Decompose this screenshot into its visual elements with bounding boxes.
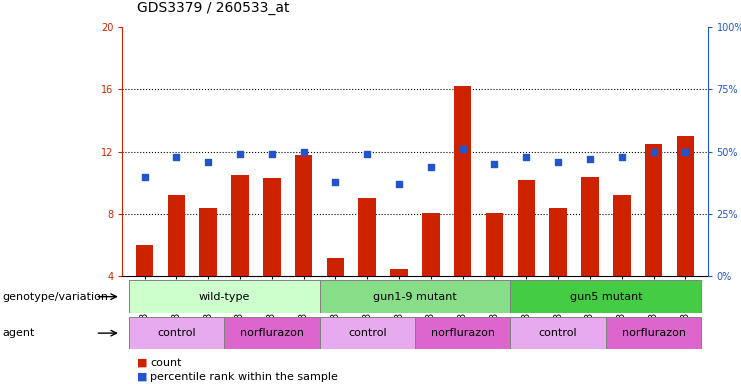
Text: agent: agent [2,328,35,338]
Point [139,174,150,180]
Text: percentile rank within the sample: percentile rank within the sample [150,372,339,382]
Bar [486,212,503,276]
Point [393,181,405,187]
Bar [415,317,511,349]
Point [330,179,342,185]
Bar [645,144,662,276]
Text: wild-type: wild-type [199,291,250,302]
Bar [319,280,511,313]
Bar [359,199,376,276]
Bar [677,136,694,276]
Text: GDS3379 / 260533_at: GDS3379 / 260533_at [137,2,290,15]
Bar [517,180,535,276]
Text: norflurazon: norflurazon [431,328,495,338]
Text: control: control [348,328,387,338]
Bar [224,317,319,349]
Bar [422,212,439,276]
Bar [295,155,313,276]
Text: gun5 mutant: gun5 mutant [570,291,642,302]
Text: ■: ■ [137,372,147,382]
Text: norflurazon: norflurazon [622,328,685,338]
Text: count: count [150,358,182,368]
Bar [511,317,606,349]
Text: genotype/variation: genotype/variation [2,291,108,302]
Bar [231,175,249,276]
Point [298,149,310,155]
Point [552,159,564,165]
Bar [136,245,153,276]
Point [616,154,628,160]
Text: gun1-9 mutant: gun1-9 mutant [373,291,457,302]
Point [362,151,373,157]
Text: control: control [157,328,196,338]
Bar [549,208,567,276]
Text: control: control [539,328,577,338]
Point [202,159,214,165]
Point [425,164,436,170]
Bar [613,195,631,276]
Point [266,151,278,157]
Point [584,156,596,162]
Bar [606,317,701,349]
Bar [319,317,415,349]
Bar [454,86,471,276]
Bar [129,280,319,313]
Point [648,149,659,155]
Point [488,161,500,167]
Text: ■: ■ [137,358,147,368]
Point [679,149,691,155]
Point [456,146,468,152]
Point [170,154,182,160]
Text: norflurazon: norflurazon [240,328,304,338]
Bar [391,269,408,276]
Bar [263,178,281,276]
Point [234,151,246,157]
Bar [581,177,599,276]
Bar [129,317,224,349]
Bar [167,195,185,276]
Point [520,154,532,160]
Bar [327,258,344,276]
Bar [199,208,217,276]
Bar [511,280,701,313]
